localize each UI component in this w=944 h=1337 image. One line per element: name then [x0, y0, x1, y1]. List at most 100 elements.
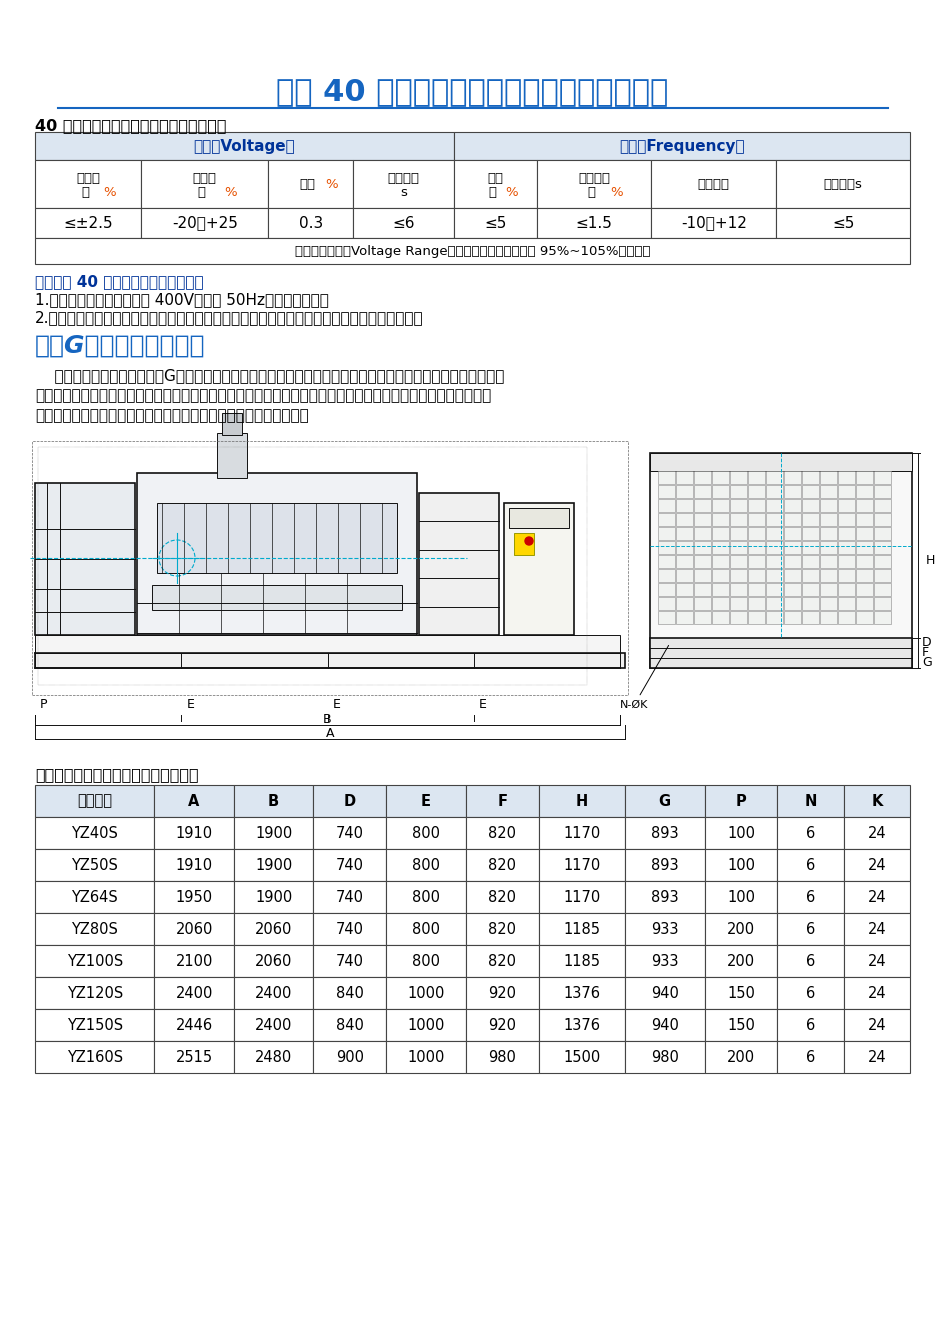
- Text: %: %: [610, 186, 622, 198]
- Text: YZ150S: YZ150S: [66, 1017, 123, 1032]
- Bar: [657, 527, 674, 540]
- Bar: [313, 817, 386, 849]
- Text: ≤1.5: ≤1.5: [575, 215, 612, 230]
- Bar: [624, 1009, 704, 1042]
- Text: 6: 6: [805, 985, 815, 1000]
- Text: 900: 900: [335, 1050, 363, 1064]
- Bar: [784, 555, 801, 568]
- Bar: [465, 817, 538, 849]
- Bar: [386, 1009, 465, 1042]
- Bar: [157, 503, 396, 574]
- Text: 稳态偏: 稳态偏: [76, 171, 100, 185]
- Bar: [766, 541, 783, 554]
- Text: 740: 740: [335, 857, 363, 873]
- Bar: [766, 513, 783, 525]
- Text: 24: 24: [867, 985, 885, 1000]
- Bar: [837, 541, 854, 554]
- Text: 电压（Voltage）: 电压（Voltage）: [194, 139, 295, 154]
- Text: 6: 6: [805, 857, 815, 873]
- Text: 6: 6: [805, 825, 815, 841]
- Text: F: F: [921, 647, 928, 659]
- Text: 并联、并网的产品，若有要求也可制成自启动或自启动自切换机组。: 并联、并网的产品，若有要求也可制成自启动或自启动自切换机组。: [35, 408, 309, 422]
- Bar: [873, 527, 890, 540]
- Text: -10～+12: -10～+12: [680, 215, 746, 230]
- Bar: [819, 485, 836, 497]
- Bar: [35, 652, 624, 668]
- Text: 1170: 1170: [563, 857, 599, 873]
- Text: 24: 24: [867, 857, 885, 873]
- Bar: [843, 945, 909, 977]
- Bar: [675, 611, 692, 624]
- Bar: [624, 1042, 704, 1074]
- Bar: [35, 785, 154, 817]
- Bar: [693, 527, 710, 540]
- Bar: [873, 499, 890, 512]
- Bar: [624, 881, 704, 913]
- Bar: [801, 485, 818, 497]
- Bar: [748, 611, 765, 624]
- Bar: [819, 527, 836, 540]
- Text: YZ64S: YZ64S: [71, 889, 118, 905]
- Text: 6: 6: [805, 889, 815, 905]
- Bar: [777, 1009, 843, 1042]
- Bar: [704, 881, 777, 913]
- Text: 上柴 40 千瓦柴油发电机组技术规格参数资料: 上柴 40 千瓦柴油发电机组技术规格参数资料: [276, 78, 667, 107]
- Bar: [819, 611, 836, 624]
- Text: 稳态频率: 稳态频率: [578, 171, 609, 185]
- Bar: [855, 541, 872, 554]
- Bar: [855, 471, 872, 484]
- Text: 893: 893: [650, 825, 678, 841]
- Text: 2060: 2060: [176, 921, 212, 936]
- Text: 降: 降: [488, 186, 496, 198]
- Bar: [766, 485, 783, 497]
- Bar: [35, 1042, 154, 1074]
- Text: 940: 940: [650, 985, 678, 1000]
- Bar: [657, 611, 674, 624]
- Bar: [154, 945, 233, 977]
- Bar: [843, 849, 909, 881]
- Bar: [837, 485, 854, 497]
- Bar: [801, 541, 818, 554]
- Bar: [729, 513, 746, 525]
- Text: 2515: 2515: [176, 1050, 212, 1064]
- Text: 980: 980: [650, 1050, 678, 1064]
- Bar: [657, 541, 674, 554]
- Bar: [657, 499, 674, 512]
- Bar: [35, 238, 909, 263]
- Text: 740: 740: [335, 825, 363, 841]
- Bar: [777, 1042, 843, 1074]
- Text: H: H: [575, 793, 587, 809]
- Bar: [35, 132, 453, 160]
- Bar: [538, 977, 624, 1009]
- Text: 920: 920: [488, 1017, 515, 1032]
- Bar: [154, 977, 233, 1009]
- Text: 2.上述机组可根据用户需要，做成保护型手动并车、自动并车、自启动、自启动自切换等功能。: 2.上述机组可根据用户需要，做成保护型手动并车、自动并车、自启动、自启动自切换等…: [35, 310, 423, 325]
- Bar: [465, 977, 538, 1009]
- Bar: [233, 817, 313, 849]
- Bar: [837, 598, 854, 610]
- Bar: [536, 209, 650, 238]
- Text: 740: 740: [335, 921, 363, 936]
- Bar: [777, 881, 843, 913]
- Bar: [233, 785, 313, 817]
- Bar: [766, 471, 783, 484]
- Bar: [538, 945, 624, 977]
- Bar: [35, 977, 154, 1009]
- Bar: [693, 583, 710, 596]
- Text: 2060: 2060: [255, 953, 292, 968]
- Bar: [855, 555, 872, 568]
- Bar: [704, 977, 777, 1009]
- Bar: [873, 471, 890, 484]
- Text: 1900: 1900: [255, 825, 292, 841]
- Text: 2480: 2480: [255, 1050, 292, 1064]
- Bar: [154, 1042, 233, 1074]
- Text: P: P: [734, 793, 746, 809]
- Bar: [777, 913, 843, 945]
- Bar: [35, 1009, 154, 1042]
- Text: D: D: [921, 636, 931, 650]
- Text: 差: 差: [81, 186, 89, 198]
- Bar: [35, 849, 154, 881]
- Bar: [711, 598, 728, 610]
- Bar: [766, 499, 783, 512]
- Bar: [35, 945, 154, 977]
